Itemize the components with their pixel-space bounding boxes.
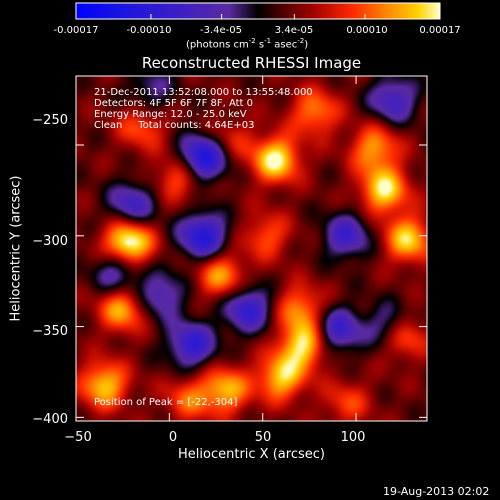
y-tick-label-1: −300 [32,234,68,249]
heatmap-image [76,76,427,421]
x-tick-label-3: 100 [340,430,366,445]
unit-part-1: (photons cm [186,39,249,51]
colorbar-tick-label-4: 0.00010 [346,25,388,36]
annotation-peak-position: Position of Peak = [-22,-304] [94,397,238,408]
y-tick-label-0: −250 [32,113,68,128]
colorbar-tick-label-0: -0.00017 [53,25,99,36]
chart-title: Reconstructed RHESSI Image [141,54,362,72]
unit-exp-3: -2 [297,37,305,45]
unit-part-3: asec [271,39,298,51]
colorbar-unit-label: (photons cm-2 s-1 asec-2) [186,38,308,50]
y-tick-label-2: −350 [32,324,68,339]
y-tick-label-3: −400 [32,412,68,427]
y-axis-label: Heliocentric Y (arcsec) [8,175,24,322]
unit-exp-2: -1 [264,37,272,45]
peak-marker [125,240,132,247]
annotation-energy-range: Energy Range: 12.0 - 25.0 keV [94,109,247,120]
colorbar-tick-label-5: 0.00017 [419,25,461,36]
colorbar-ticks [75,14,441,19]
unit-exp-1: -2 [248,37,256,45]
axis-ticks [75,76,427,421]
annotation-time-range: 21-Dec-2011 13:52:08.000 to 13:55:48.000 [94,87,313,98]
x-axis-label: Heliocentric X (arcsec) [178,447,325,462]
unit-part-4: ) [304,39,309,51]
colorbar [75,2,441,20]
x-tick-label-0: −50 [64,430,92,445]
x-tick-label-2: 50 [254,430,272,445]
annotation-detectors: Detectors: 4F 5F 6F 7F 8F, Att 0 [94,98,254,109]
annotation-clean-counts: Clean Total counts: 4.64E+03 [94,120,255,131]
colorbar-tick-label-3: 3.4e-05 [274,25,314,36]
plot-timestamp: 19-Aug-2013 02:02 [383,485,490,498]
unit-part-2: s [255,39,265,51]
plot-frame [75,75,428,422]
x-tick-label-1: 0 [168,430,178,445]
colorbar-tick-label-2: -3.4e-05 [200,25,242,36]
colorbar-tick-label-1: -0.00010 [126,25,172,36]
